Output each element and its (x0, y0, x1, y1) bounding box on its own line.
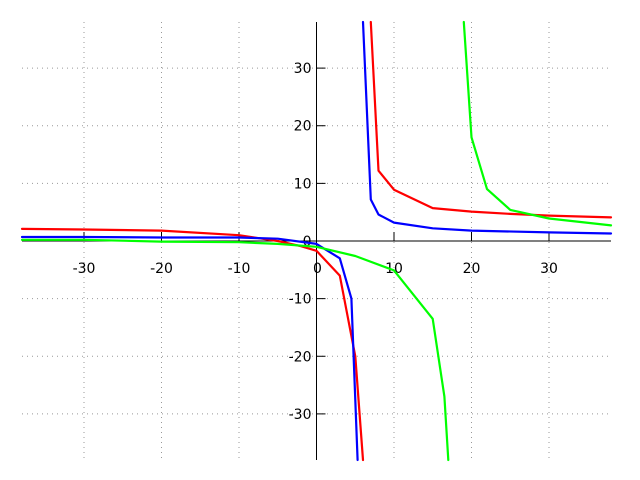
y-tick-label: 30 (294, 61, 312, 77)
x-tick-label: 10 (385, 261, 403, 277)
x-tick-label: 0 (313, 261, 322, 277)
x-tick-label: -30 (73, 261, 96, 277)
grid-layer (22, 22, 611, 460)
series-line-3 (20, 20, 613, 462)
y-tick-label: -20 (289, 349, 312, 365)
y-tick-label: 10 (294, 176, 312, 192)
y-tick-label: -30 (289, 407, 312, 423)
y-tick-label: 20 (294, 119, 312, 135)
x-tick-label: -10 (228, 261, 251, 277)
series-line-2 (20, 20, 613, 462)
x-tick-label: 20 (463, 261, 481, 277)
x-tick-label: -20 (150, 261, 173, 277)
x-tick-label: 30 (540, 261, 558, 277)
series-layer (20, 20, 613, 462)
y-tick-label: -10 (289, 292, 312, 308)
series-line-1 (20, 20, 613, 462)
